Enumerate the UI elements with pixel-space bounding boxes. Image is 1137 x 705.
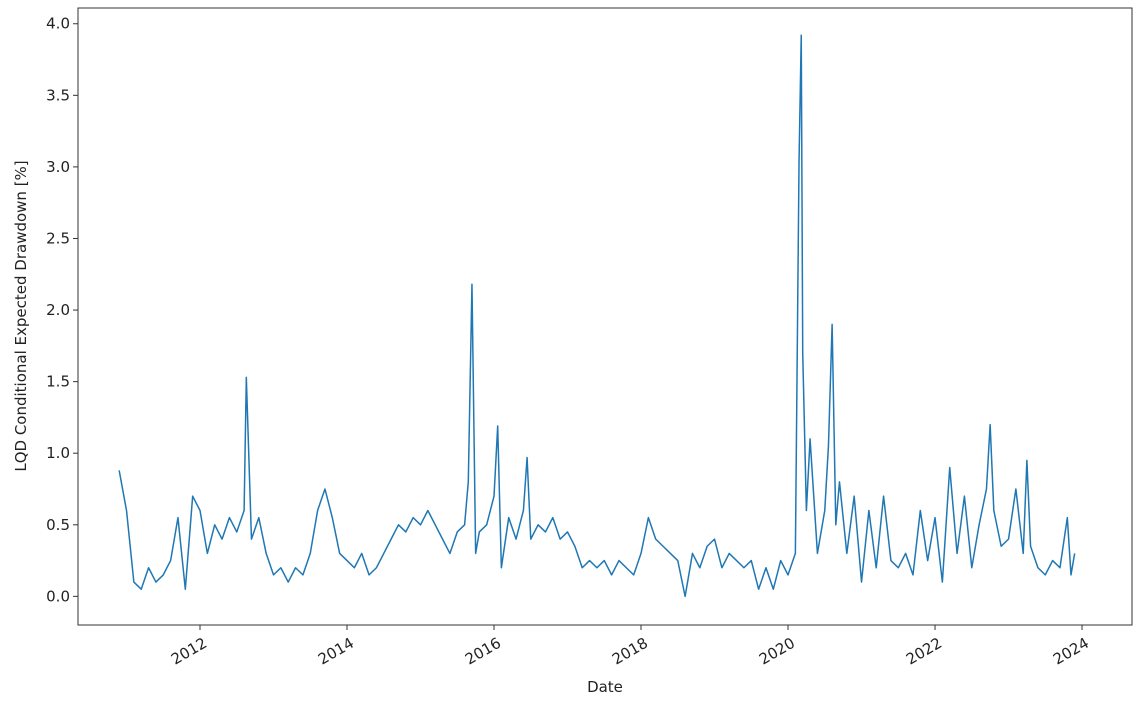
y-tick-label: 2.0: [46, 301, 70, 319]
x-tick-label: 2020: [756, 634, 798, 669]
data-line: [118, 34, 1076, 598]
plot-frame: [77, 7, 1133, 626]
x-axis-label: Date: [587, 678, 623, 696]
x-tick-label: 2024: [1050, 634, 1092, 669]
y-tick-label: 1.5: [46, 373, 70, 391]
y-tick-label: 3.0: [46, 158, 70, 176]
y-tick-label: 0.5: [46, 516, 70, 534]
y-tick-label: 2.5: [46, 229, 70, 247]
y-tick-label: 0.0: [46, 587, 70, 605]
x-tick-label: 2012: [168, 634, 210, 669]
x-tick-label: 2018: [609, 634, 651, 669]
y-tick-label: 4.0: [46, 15, 70, 33]
x-tick-label: 2016: [462, 634, 504, 669]
x-tick-label: 2022: [903, 634, 945, 669]
y-tick-label: 1.0: [46, 444, 70, 462]
y-tick-label: 3.5: [46, 86, 70, 104]
x-tick-label: 2014: [315, 634, 357, 669]
y-axis-label: LQD Conditional Expected Drawdown [%]: [12, 160, 30, 471]
